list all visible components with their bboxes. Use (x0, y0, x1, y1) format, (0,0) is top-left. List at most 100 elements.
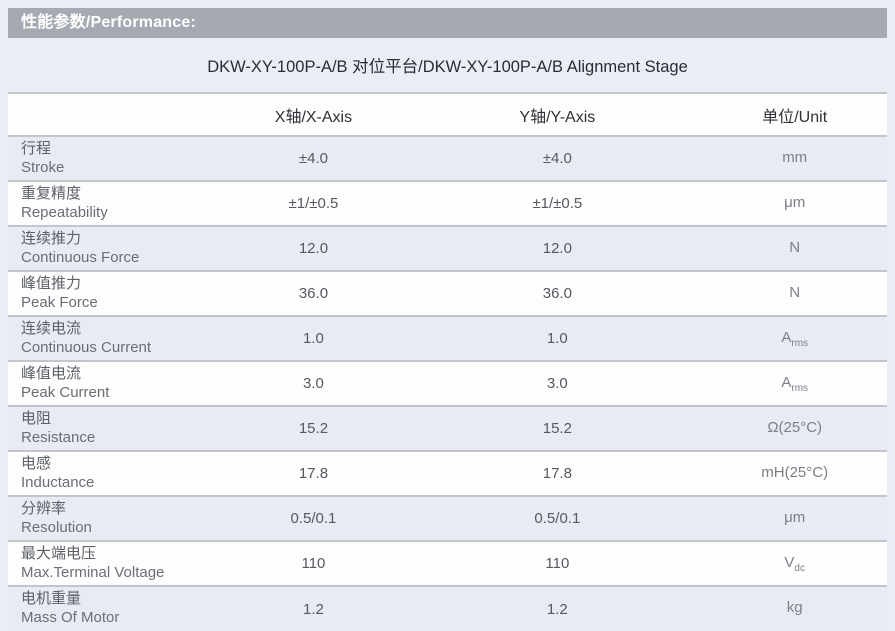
unit-text: Ω(25°C) (767, 418, 823, 436)
parameter-label-zh: 电阻 (21, 409, 52, 427)
column-header-y-axis: Y轴/Y-Axis (519, 108, 596, 126)
table-row: 电机重量 Mass Of Motor 1.2 1.2 kg (8, 586, 887, 631)
table-row: 峰值电流 Peak Current 3.0 3.0 Arms (8, 361, 887, 406)
parameter-label-cell: 峰值电流 Peak Current (8, 361, 215, 406)
parameter-label-cell: 行程 Stroke (8, 136, 215, 181)
parameter-label-cell: 电阻 Resistance (8, 406, 215, 451)
unit-text: mm (782, 148, 808, 166)
table-row: 峰值推力 Peak Force 36.0 36.0 N (8, 271, 887, 316)
x-axis-value-cell: 0.5/0.1 (290, 510, 337, 527)
table-title: DKW-XY-100P-A/B 对位平台/DKW-XY-100P-A/B Ali… (207, 58, 688, 76)
x-axis-value-cell: 36.0 (298, 285, 329, 302)
y-axis-value-cell: ±4.0 (542, 150, 572, 167)
parameter-label-zh: 最大端电压 (21, 544, 97, 562)
table-row: 电感 Inductance 17.8 17.8 mH(25°C) (8, 451, 887, 496)
parameter-label-zh: 行程 (21, 139, 52, 157)
unit-text: μm (784, 508, 806, 526)
unit-text: μm (784, 193, 806, 211)
column-header-unit: 单位/Unit (762, 108, 828, 126)
parameter-label-en: Repeatability (21, 203, 108, 221)
y-axis-value-cell: ±1/±0.5 (532, 195, 583, 212)
y-axis-value-cell: 110 (545, 555, 570, 572)
parameter-label-zh: 重复精度 (21, 184, 82, 202)
table-row: 最大端电压 Max.Terminal Voltage 110 110 Vdc (8, 541, 887, 586)
parameter-label-en: Continuous Current (21, 338, 152, 356)
table-row: 电阻 Resistance 15.2 15.2 Ω(25°C) (8, 406, 887, 451)
parameter-label-zh: 电感 (21, 454, 52, 472)
parameter-label-cell: 电感 Inductance (8, 451, 215, 496)
unit-cell: μm (702, 181, 887, 226)
x-axis-value-cell: 110 (301, 555, 326, 572)
parameter-label-en: Peak Current (21, 383, 110, 401)
performance-section-header: 性能参数/Performance: (8, 8, 887, 38)
parameter-label-cell: 分辨率 Resolution (8, 496, 215, 541)
unit-cell: mm (702, 136, 887, 181)
y-axis-value-cell: 36.0 (542, 285, 572, 302)
y-axis-value-cell: 12.0 (542, 240, 572, 257)
parameter-label-zh: 分辨率 (21, 499, 67, 517)
parameter-label-en: Stroke (21, 158, 65, 176)
unit-cell: kg (702, 586, 887, 631)
unit-subscript: dc (794, 562, 805, 574)
parameter-label-cell: 重复精度 Repeatability (8, 181, 215, 226)
parameter-label-zh: 峰值电流 (21, 364, 82, 382)
parameter-label-en: Peak Force (21, 293, 98, 311)
x-axis-value-cell: 1.0 (303, 330, 324, 347)
unit-cell: N (702, 226, 887, 271)
y-axis-value-cell: 17.8 (542, 465, 572, 482)
unit-cell: μm (702, 496, 887, 541)
unit-text: V (784, 553, 795, 571)
performance-spec-table: X轴/X-Axis Y轴/Y-Axis 单位/Unit 行程 Stroke ±4… (8, 92, 887, 631)
parameter-label-zh: 电机重量 (21, 590, 82, 608)
x-axis-value-cell: 12.0 (298, 240, 329, 257)
table-row: 连续电流 Continuous Current 1.0 1.0 Arms (8, 316, 887, 361)
unit-text: kg (786, 599, 803, 616)
table-header-row: X轴/X-Axis Y轴/Y-Axis 单位/Unit (8, 93, 887, 136)
x-axis-value-cell: 1.2 (303, 600, 324, 618)
table-row: 行程 Stroke ±4.0 ±4.0 mm (8, 136, 887, 181)
parameter-label-zh: 连续推力 (21, 229, 82, 247)
y-axis-value-cell: 1.0 (546, 330, 568, 347)
unit-text: N (789, 238, 801, 256)
parameter-label-zh: 连续电流 (21, 319, 82, 337)
column-header-x-axis: X轴/X-Axis (274, 108, 353, 126)
y-axis-value-cell: 15.2 (542, 420, 572, 437)
parameter-label-cell: 电机重量 Mass Of Motor (8, 586, 215, 631)
parameter-label-cell: 连续推力 Continuous Force (8, 226, 215, 271)
unit-subscript: rms (791, 382, 809, 394)
parameter-label-en: Inductance (21, 473, 95, 491)
parameter-label-cell: 峰值推力 Peak Force (8, 271, 215, 316)
unit-cell: Arms (702, 361, 887, 406)
parameter-label-cell: 最大端电压 Max.Terminal Voltage (8, 541, 215, 586)
unit-cell: mH(25°C) (702, 451, 887, 496)
unit-text: A (781, 328, 792, 346)
parameter-label-en: Mass Of Motor (21, 609, 120, 626)
x-axis-value-cell: 17.8 (298, 465, 329, 482)
parameter-label-cell: 连续电流 Continuous Current (8, 316, 215, 361)
unit-cell: Vdc (702, 541, 887, 586)
x-axis-value-cell: ±1/±0.5 (288, 195, 339, 212)
y-axis-value-cell: 0.5/0.1 (534, 510, 581, 527)
parameter-label-en: Continuous Force (21, 248, 140, 266)
unit-cell: Ω(25°C) (702, 406, 887, 451)
y-axis-value-cell: 1.2 (546, 600, 568, 618)
x-axis-value-cell: 15.2 (298, 420, 329, 437)
parameter-label-en: Resistance (21, 428, 96, 446)
unit-text: N (789, 283, 801, 301)
table-row: 重复精度 Repeatability ±1/±0.5 ±1/±0.5 μm (8, 181, 887, 226)
y-axis-value-cell: 3.0 (546, 375, 568, 392)
parameter-label-en: Max.Terminal Voltage (21, 563, 165, 581)
table-row: 分辨率 Resolution 0.5/0.1 0.5/0.1 μm (8, 496, 887, 541)
unit-cell: N (702, 271, 887, 316)
x-axis-value-cell: ±4.0 (298, 150, 328, 167)
unit-cell: Arms (702, 316, 887, 361)
table-row: 连续推力 Continuous Force 12.0 12.0 N (8, 226, 887, 271)
column-header-parameter (8, 93, 215, 136)
parameter-label-zh: 峰值推力 (21, 274, 82, 292)
unit-subscript: rms (791, 337, 809, 349)
unit-text: mH(25°C) (761, 463, 829, 481)
x-axis-value-cell: 3.0 (303, 375, 324, 392)
parameter-label-en: Resolution (21, 518, 92, 536)
unit-text: A (781, 373, 792, 391)
